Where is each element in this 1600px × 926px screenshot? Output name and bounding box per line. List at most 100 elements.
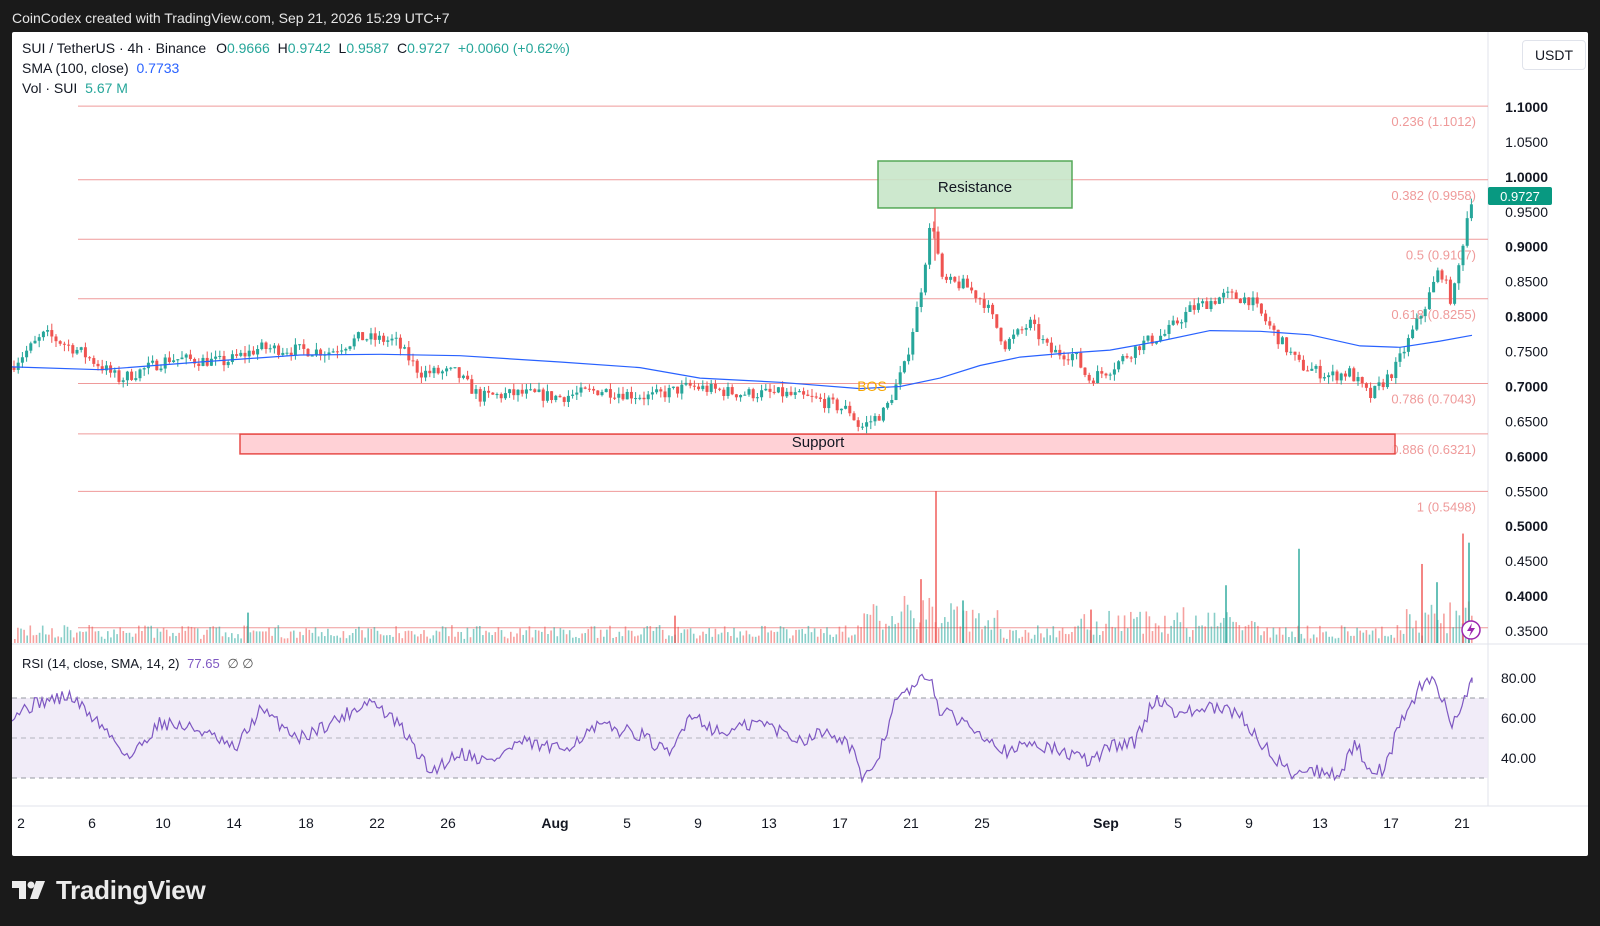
volume-bar [1185,628,1188,643]
volume-bar [1325,631,1327,643]
rsi-extra: ∅ ∅ [227,656,254,671]
volume-bar [944,617,946,643]
volume-bar [1182,607,1185,643]
volume-bar [1139,611,1141,643]
volume-bar [649,626,652,643]
volume-bar [1257,625,1259,643]
volume-bar [506,638,509,643]
candle [1222,288,1226,304]
candle [1142,335,1146,355]
rsi-axis[interactable]: 80.00 60.00 40.00 [1501,670,1536,766]
volume-bar [947,621,949,643]
volume-legend[interactable]: Vol · SUI 5.67 M [22,80,128,96]
candle [1104,372,1108,379]
symbol-title[interactable]: SUI / TetherUS · 4h · Binance [22,40,207,56]
candle [743,391,747,396]
candle [109,361,113,378]
candle-body [1360,377,1364,384]
candle-body [1331,371,1335,376]
candle [1117,360,1121,373]
candle-body [1255,297,1259,304]
candle-body [390,338,394,341]
bos-label: BOS [857,378,887,394]
candle-body [125,371,129,381]
candle [1138,345,1142,356]
candle [831,393,835,404]
volume-bar [1281,634,1284,643]
volume-bar [1455,610,1458,643]
volume-bar [516,633,518,643]
currency-unit-button[interactable]: USDT [1522,40,1586,70]
candle [386,336,390,347]
candle-body [1280,337,1284,345]
volume-bar [184,630,187,643]
candle-body [411,360,415,362]
candle [478,386,482,407]
candle [1285,337,1289,356]
candle [890,394,894,406]
price-tick-13: 0.4500 [1505,553,1548,569]
candle [676,386,680,398]
volume-bar [1285,627,1287,643]
volume-bar [953,609,955,643]
volume-bar [801,628,803,643]
candle [1087,372,1091,384]
candle [482,387,486,406]
candle-body [1381,382,1385,388]
price-axis[interactable]: 1.1000 1.0500 1.0000 0.9500 0.9000 0.8500 0.80… [1505,99,1548,639]
candle-body [965,278,969,288]
volume-bar [782,627,785,643]
candle-body [319,349,323,356]
volume-spike [247,612,249,643]
candle [1041,335,1045,344]
candle [495,392,499,399]
candle-body [1419,316,1423,319]
candle-body [1238,298,1242,304]
candle-body [1469,204,1473,219]
volume-bar [1027,632,1030,643]
volume-bar [764,625,766,643]
volume-bar [209,627,211,643]
volume-bar [1433,613,1436,643]
volume-bar [978,613,980,643]
rsi-legend[interactable]: RSI (14, close, SMA, 14, 2) 77.65 ∅ ∅ [22,656,254,672]
volume-bar [51,628,53,643]
candle [625,388,629,400]
volume-bar [730,636,732,643]
candle [1133,346,1137,365]
time-axis[interactable]: 2 6 10 14 18 22 26 Aug 5 9 13 17 21 25 Sep 5 9 13 17 21 [17,815,1470,831]
sma-legend[interactable]: SMA (100, close) 0.7733 [22,60,179,76]
volume-bar [1350,635,1352,643]
candle [113,367,117,378]
candle [965,275,969,288]
candle-body [180,357,184,360]
candle-body [499,394,503,399]
volume-bar [162,627,165,643]
candle-body [650,392,654,395]
volume-bar [320,632,323,643]
volume-bar [590,626,593,643]
candle-body [865,422,869,427]
candle [415,359,419,379]
candle [911,328,915,361]
candle-body [104,365,108,371]
volume-bar [392,636,394,643]
candle-body [613,397,617,399]
candle [1440,268,1444,283]
volume-bar [869,614,872,643]
candle-body [100,366,104,371]
volume-spike [1298,548,1300,643]
volume-bar [277,625,280,643]
volume-bar [1071,632,1073,643]
candle-body [592,388,596,391]
candle [104,360,108,375]
candle [1108,372,1112,381]
volume-bar [813,628,816,643]
candle [566,390,570,408]
candle [827,395,831,414]
candle [512,383,516,400]
volume-bar [196,628,199,643]
candle [734,393,738,401]
time-tick-8: 5 [623,815,631,831]
